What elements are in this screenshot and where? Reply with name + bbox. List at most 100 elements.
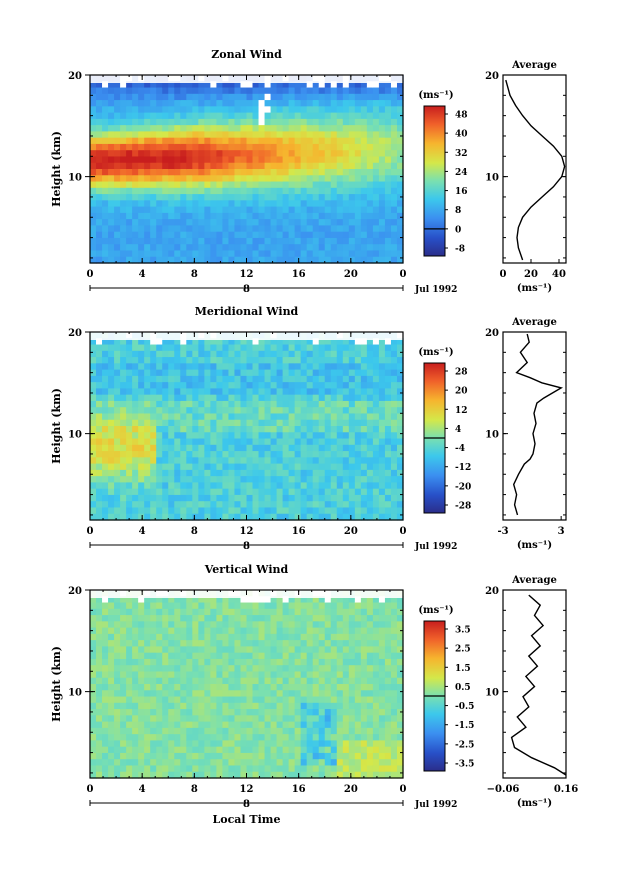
heatmap-cell (198, 488, 205, 496)
heatmap-cell (378, 488, 386, 496)
heatmap-cell (264, 143, 272, 151)
heatmap-cell (192, 734, 199, 741)
heatmap-cell (270, 413, 278, 421)
average-x-tick-label: 40 (552, 269, 566, 280)
heatmap-cell (96, 513, 103, 521)
heatmap-cell (294, 476, 302, 483)
heatmap-cell (360, 225, 368, 233)
heatmap-cell (294, 426, 302, 433)
heatmap-cell (258, 690, 266, 698)
heatmap-cell (186, 106, 193, 114)
heatmap-cell (156, 382, 163, 389)
heatmap-cell (156, 740, 163, 748)
heatmap-cell (246, 87, 254, 95)
heatmap-cell (180, 375, 187, 383)
heatmap-cell (306, 488, 314, 496)
heatmap-cell (288, 407, 296, 415)
heatmap-cell (108, 194, 115, 201)
heatmap-cell (354, 463, 362, 471)
heatmap-cell (372, 162, 380, 170)
heatmap-cell (108, 476, 115, 483)
heatmap-cell (210, 621, 217, 629)
heatmap-cell (300, 652, 308, 660)
heatmap-cell (102, 709, 109, 716)
heatmap-cell (258, 752, 266, 760)
heatmap-cell (216, 658, 224, 666)
heatmap-cell (186, 476, 193, 483)
heatmap-cell (252, 175, 260, 183)
heatmap-cell (204, 646, 211, 654)
heatmap-cell (114, 608, 121, 616)
heatmap-cell (234, 646, 242, 654)
heatmap-cell (126, 665, 133, 673)
heatmap-cell (90, 765, 97, 773)
heatmap-cell (162, 137, 169, 145)
heatmap-cell (294, 231, 302, 239)
heatmap-cell (174, 419, 181, 427)
heatmap-cell (108, 627, 115, 635)
heatmap-cell (246, 106, 254, 114)
heatmap-cell (294, 100, 302, 107)
heatmap-cell (210, 690, 217, 698)
heatmap-cell (198, 696, 205, 704)
heatmap-cell (390, 162, 398, 170)
heatmap-cell (300, 608, 308, 616)
heatmap-cell (342, 162, 350, 170)
heatmap-cell (348, 658, 356, 666)
heatmap-cell (108, 87, 115, 95)
heatmap-cell (246, 677, 254, 685)
heatmap-cell (378, 482, 386, 490)
heatmap-cell (96, 169, 103, 176)
heatmap-cell (174, 621, 181, 629)
heatmap-cell (228, 482, 236, 490)
heatmap-cell (264, 677, 272, 685)
heatmap-cell (288, 419, 296, 427)
heatmap-cell (102, 734, 109, 741)
heatmap-cell (360, 627, 368, 635)
heatmap-cell (366, 231, 374, 239)
heatmap-cell (348, 106, 356, 114)
heatmap-cell (162, 125, 169, 132)
heatmap-cell (138, 175, 145, 183)
heatmap-cell (288, 658, 296, 666)
heatmap-cell (162, 602, 169, 610)
heatmap-cell (180, 81, 187, 89)
heatmap-cell (348, 444, 356, 452)
heatmap-cell (204, 169, 211, 176)
heatmap-cell (156, 476, 163, 483)
heatmap-cell (372, 715, 380, 723)
heatmap-cell (108, 375, 115, 383)
heatmap-cell (156, 407, 163, 415)
heatmap-cell (246, 150, 254, 158)
heatmap-cell (282, 432, 290, 440)
heatmap-cell (258, 451, 266, 458)
heatmap-cell (114, 206, 121, 214)
heatmap-cell (342, 369, 350, 377)
heatmap-cell (246, 596, 254, 604)
heatmap-cell (108, 357, 115, 364)
heatmap-cell (342, 187, 350, 195)
heatmap-cell (222, 727, 230, 735)
heatmap-cell (180, 513, 187, 521)
heatmap-cell (108, 200, 115, 208)
heatmap-cell (198, 407, 205, 415)
heatmap-cell (222, 746, 230, 754)
heatmap-cell (210, 363, 217, 371)
heatmap-cell (204, 469, 211, 477)
heatmap-cell (210, 137, 217, 145)
heatmap-cell (108, 438, 115, 446)
heatmap-cell (390, 363, 398, 371)
heatmap-cell (384, 715, 392, 723)
heatmap-cell (252, 156, 260, 164)
heatmap-cell (396, 501, 404, 509)
heatmap-cell (108, 652, 115, 660)
heatmap-cell (156, 363, 163, 371)
heatmap-cell (270, 175, 278, 183)
heatmap-cell (186, 400, 193, 408)
heatmap-cell (240, 507, 248, 515)
heatmap-cell (282, 482, 290, 490)
heatmap-cell (102, 212, 109, 220)
heatmap-cell (318, 696, 326, 704)
heatmap-cell (108, 740, 115, 748)
heatmap-cell (294, 225, 302, 233)
